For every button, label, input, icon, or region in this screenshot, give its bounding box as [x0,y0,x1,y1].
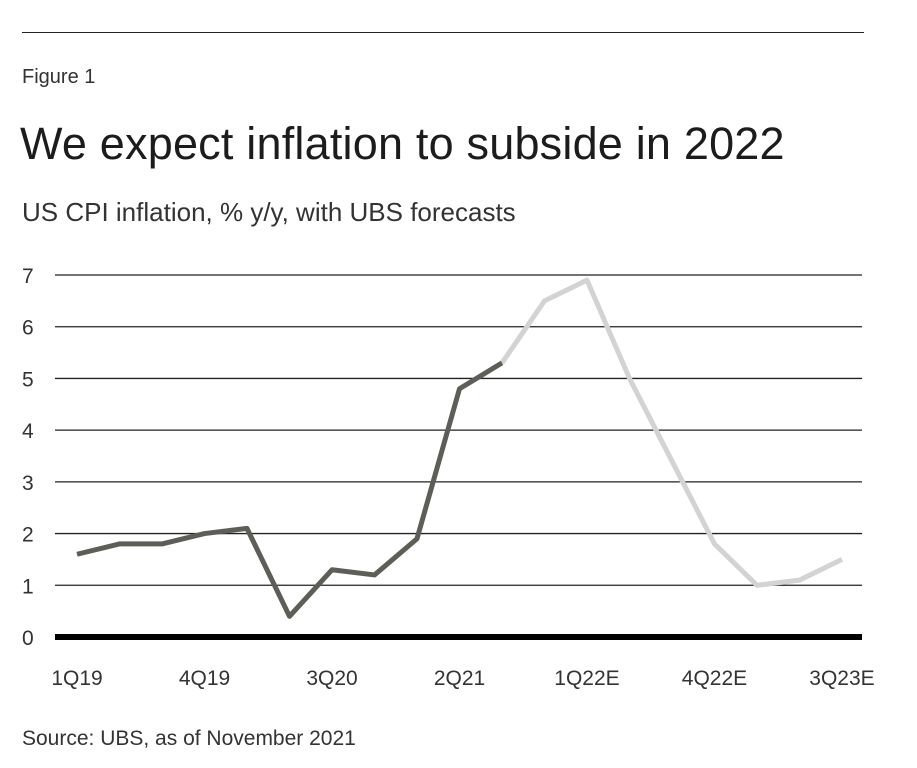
gridlines [55,274,862,640]
x-tick-label: 1Q19 [51,667,102,690]
x-tick-label: 3Q23E [809,667,874,690]
chart-subtitle: US CPI inflation, % y/y, with UBS foreca… [22,197,516,227]
y-tick-label: 1 [22,575,34,598]
source-note: Source: UBS, as of November 2021 [22,727,356,750]
y-tick-label: 4 [22,420,34,443]
x-tick-label: 2Q21 [434,667,485,690]
x-tick-label: 3Q20 [306,667,357,690]
top-rule [22,32,864,33]
y-tick-label: 3 [22,472,34,495]
y-tick-label: 6 [22,317,34,340]
figure-label: Figure 1 [22,66,96,88]
y-tick-label: 2 [22,524,34,547]
x-axis-ticks: 1Q19 4Q19 3Q20 2Q21 1Q22E 4Q22E 3Q23E [51,667,874,690]
forecast-series-line [499,277,844,588]
x-tick-label: 4Q19 [179,667,230,690]
chart-title: We expect inflation to subside in 2022 [20,118,785,169]
line-chart: 0 1 2 3 4 5 6 7 1Q19 4Q19 3Q20 2Q21 1Q22E 4Q22E 3Q23E [22,265,875,690]
x-tick-label: 1Q22E [554,667,619,690]
series-lines [76,277,844,619]
y-axis-ticks: 0 1 2 3 4 5 6 7 [22,265,34,650]
y-tick-label: 5 [22,368,34,391]
actual-series-line [76,360,504,619]
y-tick-label: 7 [22,265,34,288]
y-tick-label: 0 [22,627,34,650]
x-tick-label: 4Q22E [682,667,747,690]
